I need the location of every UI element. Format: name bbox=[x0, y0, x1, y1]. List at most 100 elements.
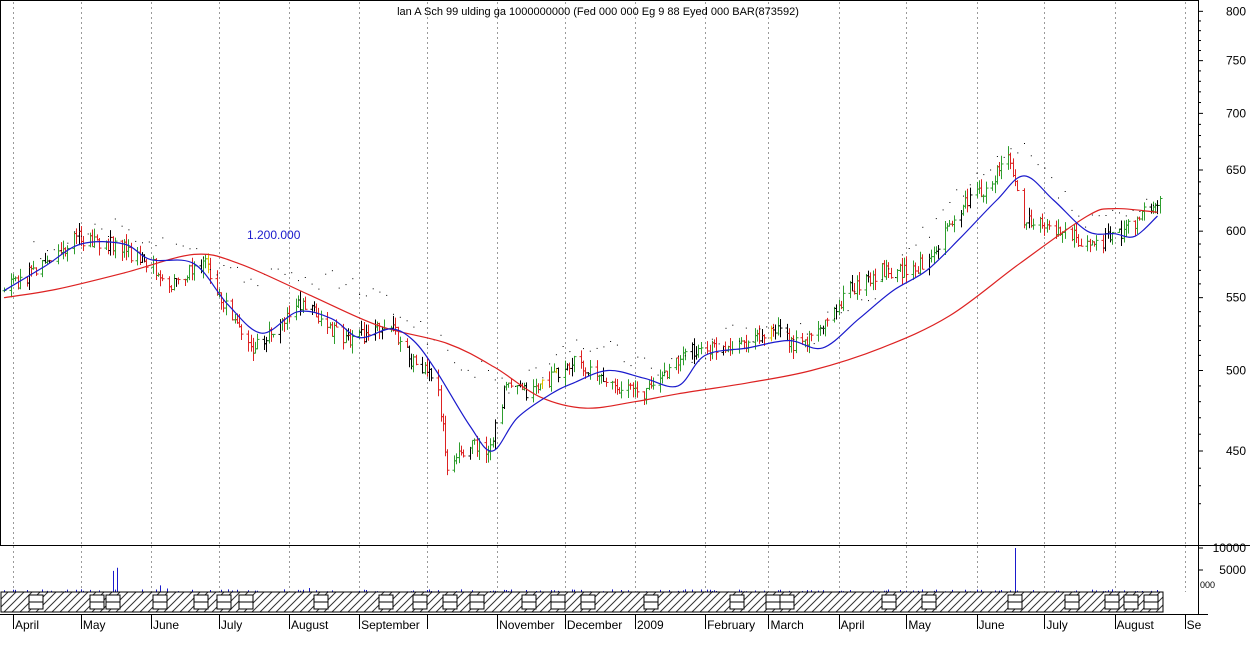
price-bar bbox=[18, 268, 23, 290]
series-dot bbox=[1037, 164, 1039, 166]
price-bar bbox=[135, 246, 140, 266]
price-bar bbox=[990, 181, 995, 191]
price-bar bbox=[678, 355, 683, 372]
series-dot bbox=[569, 351, 571, 353]
price-bar bbox=[952, 215, 957, 233]
series-dot bbox=[40, 258, 42, 260]
series-dot bbox=[386, 294, 388, 296]
series-dot bbox=[230, 267, 232, 269]
price-bar bbox=[1008, 152, 1013, 170]
x-tick-label: July bbox=[221, 618, 242, 632]
series-dot bbox=[291, 272, 293, 274]
price-bar bbox=[1074, 223, 1079, 243]
series-dot bbox=[121, 225, 123, 227]
price-bar bbox=[249, 334, 254, 352]
price-bar bbox=[1142, 202, 1147, 221]
series-dot bbox=[1071, 209, 1073, 211]
y-tick-label: 800 bbox=[1226, 4, 1246, 18]
series-dot bbox=[650, 367, 652, 369]
price-bar bbox=[224, 292, 229, 316]
price-bar bbox=[984, 181, 989, 204]
price-bar bbox=[1038, 216, 1043, 233]
price-bar bbox=[993, 175, 998, 194]
series-dot bbox=[562, 346, 564, 347]
price-bar bbox=[445, 449, 450, 476]
price-bar bbox=[997, 162, 1002, 177]
price-bar bbox=[1029, 209, 1034, 228]
x-tick-label: July bbox=[1046, 618, 1067, 632]
series-dot bbox=[1017, 152, 1019, 154]
price-bar bbox=[441, 413, 446, 432]
series-dot bbox=[223, 265, 225, 266]
series-dot bbox=[976, 172, 978, 174]
price-bar bbox=[296, 295, 301, 308]
price-bar bbox=[816, 320, 821, 342]
series-dot bbox=[216, 274, 218, 276]
price-bar bbox=[755, 329, 760, 342]
price-bar bbox=[852, 283, 857, 295]
series-dot bbox=[528, 369, 530, 371]
price-bar bbox=[963, 190, 968, 209]
series-dot bbox=[148, 241, 150, 243]
series-dot bbox=[250, 278, 252, 280]
series-dot bbox=[393, 313, 394, 315]
series-dot bbox=[854, 291, 856, 293]
series-dot bbox=[488, 370, 489, 371]
price-bar bbox=[615, 379, 620, 395]
series-dot bbox=[773, 327, 774, 328]
price-bar bbox=[251, 337, 256, 361]
series-dot bbox=[454, 362, 456, 364]
price-bar bbox=[1135, 216, 1140, 234]
price-bar bbox=[1122, 220, 1127, 243]
price-bar bbox=[1027, 207, 1032, 229]
price-bar bbox=[334, 319, 339, 328]
series-dot bbox=[60, 250, 62, 251]
price-bar bbox=[570, 357, 575, 377]
series-dot bbox=[521, 382, 523, 384]
price-bar bbox=[776, 317, 781, 336]
series-dot bbox=[1091, 214, 1093, 216]
series-dot bbox=[359, 293, 361, 295]
series-dot bbox=[114, 218, 116, 220]
price-bar bbox=[1022, 188, 1027, 229]
price-bar bbox=[882, 260, 887, 278]
price-bar bbox=[190, 257, 195, 281]
price-bar bbox=[461, 449, 466, 458]
price-bar bbox=[423, 361, 428, 375]
price-bar bbox=[287, 305, 292, 323]
price-bar bbox=[393, 317, 398, 335]
price-bar bbox=[531, 379, 536, 403]
price-bar bbox=[647, 380, 652, 391]
series-dot bbox=[840, 312, 842, 314]
price-bar bbox=[271, 333, 276, 338]
price-bar bbox=[264, 336, 269, 353]
price-bar bbox=[405, 338, 410, 348]
x-tick-label: August bbox=[1117, 618, 1155, 632]
series-dot bbox=[861, 299, 863, 301]
price-bar bbox=[683, 348, 688, 361]
series-dot bbox=[1139, 211, 1141, 212]
price-bar bbox=[565, 363, 570, 371]
series-dot bbox=[739, 340, 741, 342]
price-bar bbox=[710, 340, 715, 360]
series-dot bbox=[515, 386, 517, 387]
price-bar bbox=[364, 324, 369, 343]
price-bar bbox=[649, 376, 654, 389]
price-bar bbox=[959, 210, 964, 228]
price-bar bbox=[208, 257, 213, 284]
series-dot bbox=[284, 273, 286, 275]
price-bar bbox=[472, 438, 477, 445]
x-tick-label: May bbox=[908, 618, 931, 632]
price-bar bbox=[904, 256, 909, 282]
series-dot bbox=[494, 379, 496, 381]
grid bbox=[13, 2, 1186, 592]
price-bar bbox=[873, 268, 878, 290]
series-dot bbox=[74, 231, 76, 233]
series-dot bbox=[759, 328, 761, 330]
price-bar bbox=[409, 353, 414, 370]
series-dot bbox=[108, 236, 109, 237]
series-dot bbox=[135, 240, 137, 242]
y-tick-label: 750 bbox=[1226, 54, 1246, 68]
price-bar bbox=[1006, 146, 1011, 170]
